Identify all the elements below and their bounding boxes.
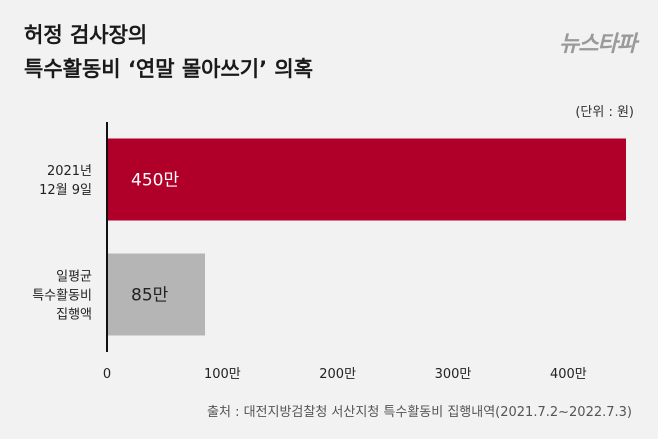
newstapa-logo: 뉴스타파: [559, 32, 637, 57]
category-label-1-line-1: 특수활동비: [32, 289, 92, 304]
title-line-2: 특수활동비 ‘연말 몰아쓰기’ 의혹: [24, 57, 314, 81]
bar-0: [107, 138, 626, 221]
data-label-1: 85만: [131, 286, 169, 306]
x-tick-label-0: 0: [103, 367, 111, 382]
bar-1: [107, 253, 206, 336]
chart-title: 허정 검사장의 특수활동비 ‘연말 몰아쓰기’ 의혹: [24, 18, 313, 86]
x-tick-label-3: 300만: [435, 367, 472, 382]
category-label-0-line-1: 12월 9일: [39, 183, 92, 198]
title-line-1: 허정 검사장의: [24, 23, 148, 47]
unit-label: (단위 : 원): [575, 105, 634, 120]
category-label-1-line-0: 일평균: [56, 270, 92, 285]
category-label-1-line-2: 집행액: [56, 307, 92, 323]
category-label-0: 2021년 12월 9일: [39, 164, 92, 198]
x-tick-label-2: 200만: [319, 367, 356, 382]
x-tick-label-1: 100만: [204, 367, 241, 382]
source-note: 출처 : 대전지방검찰청 서산지청 특수활동비 집행내역(2021.7.2~20…: [207, 405, 632, 420]
data-label-0: 450만: [131, 171, 179, 191]
x-tick-label-4: 400만: [550, 367, 587, 382]
category-label-0-line-0: 2021년: [47, 164, 92, 179]
